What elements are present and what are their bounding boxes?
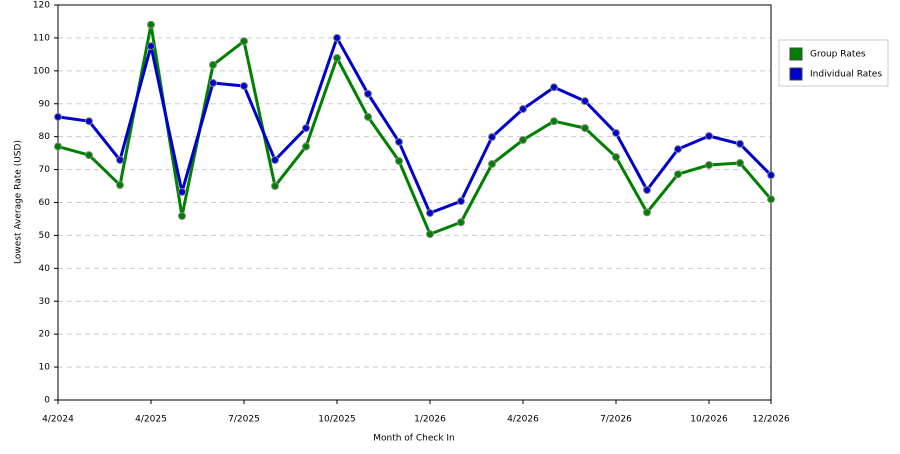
data-point: [116, 156, 124, 165]
data-point: [767, 195, 775, 204]
data-point: [705, 132, 713, 141]
data-point: [612, 153, 620, 162]
x-tick-label: 4/2026: [507, 415, 539, 425]
x-tick-label: 4/2024: [42, 415, 74, 425]
data-point: [519, 135, 527, 144]
y-tick-label: 60: [39, 198, 51, 208]
data-point: [581, 124, 589, 133]
legend-swatch: [789, 47, 803, 61]
x-tick-label: 7/2025: [228, 415, 260, 425]
data-point: [85, 117, 93, 126]
y-tick-label: 70: [39, 165, 51, 175]
data-point: [550, 117, 558, 126]
data-point: [767, 171, 775, 180]
data-point: [178, 211, 186, 220]
data-point: [54, 112, 62, 121]
y-tick-label: 50: [39, 231, 51, 241]
data-point: [457, 218, 465, 227]
y-axis-label: Lowest Average Rate (USD): [14, 140, 24, 264]
x-tick-label: 7/2026: [600, 415, 632, 425]
x-tick-label: 10/2026: [690, 415, 728, 425]
data-point: [457, 197, 465, 206]
y-tick-label: 10: [39, 363, 51, 373]
data-point: [674, 145, 682, 154]
y-tick-label: 80: [39, 132, 51, 142]
data-point: [302, 124, 310, 133]
legend-label: Individual Rates: [810, 70, 882, 80]
data-point: [240, 37, 248, 46]
data-point: [364, 112, 372, 121]
data-point: [209, 79, 217, 88]
data-point: [85, 151, 93, 160]
data-point: [426, 230, 434, 239]
data-point: [271, 182, 279, 191]
data-point: [643, 185, 651, 194]
legend-label: Group Rates: [810, 50, 866, 60]
data-point: [333, 33, 341, 42]
data-point: [178, 187, 186, 196]
data-point: [271, 156, 279, 165]
data-point: [426, 209, 434, 218]
data-point: [736, 139, 744, 148]
data-point: [643, 208, 651, 217]
data-point: [240, 81, 248, 90]
data-point: [519, 105, 527, 114]
data-point: [209, 60, 217, 69]
data-point: [612, 129, 620, 138]
y-tick-label: 30: [39, 297, 51, 307]
data-point: [705, 160, 713, 169]
data-point: [736, 159, 744, 167]
y-tick-label: 100: [33, 66, 50, 76]
y-tick-label: 110: [33, 33, 50, 43]
series-line: [57, 36, 773, 215]
y-tick-label: 0: [44, 396, 50, 406]
data-point: [581, 97, 589, 106]
data-point: [550, 83, 558, 92]
x-tick-label: 1/2026: [414, 415, 446, 425]
data-point: [488, 132, 496, 141]
y-tick-label: 40: [39, 264, 51, 274]
data-point: [147, 42, 155, 51]
data-point: [364, 89, 372, 98]
data-point: [147, 20, 155, 29]
x-axis-label: Month of Check In: [373, 434, 455, 444]
series-line: [57, 23, 773, 236]
legend-swatch: [789, 67, 803, 81]
y-tick-label: 120: [33, 1, 50, 11]
data-point: [116, 181, 124, 190]
y-tick-label: 90: [39, 99, 51, 109]
x-tick-label: 10/2025: [318, 415, 355, 425]
y-tick-label: 20: [39, 330, 51, 340]
x-tick-label: 4/2025: [135, 415, 167, 425]
x-tick-label: 12/2026: [752, 415, 790, 425]
data-point: [674, 170, 682, 179]
data-point: [333, 53, 341, 62]
data-point: [54, 142, 62, 151]
data-point: [395, 157, 403, 166]
data-point: [302, 142, 310, 151]
data-point: [395, 137, 403, 146]
data-point: [488, 159, 496, 168]
